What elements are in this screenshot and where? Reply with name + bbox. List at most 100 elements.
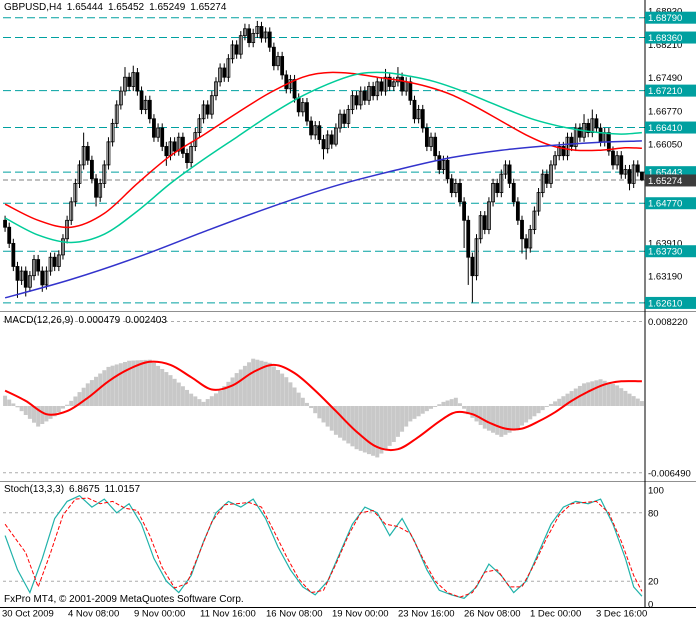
macd-bar xyxy=(366,406,371,455)
price-tick-label: 1.63910 xyxy=(648,238,682,249)
macd-bar xyxy=(15,406,20,408)
time-axis-label: 9 Nov 00:00 xyxy=(134,609,185,618)
price-level-badge-label: 1.66410 xyxy=(648,123,682,134)
macd-bar xyxy=(528,406,533,420)
ohlc-close: 1.65274 xyxy=(190,2,227,13)
time-axis-label: 19 Nov 00:00 xyxy=(332,609,389,618)
main-chart-region[interactable] xyxy=(0,0,645,311)
stoch-signal-line xyxy=(4,497,643,598)
time-axis-label: 23 Nov 16:00 xyxy=(398,609,455,618)
macd-bar xyxy=(557,398,562,406)
macd-bar xyxy=(532,406,537,417)
macd-bar xyxy=(309,406,314,409)
price-tick-label: 1.66050 xyxy=(648,140,682,151)
macd-bar xyxy=(11,403,16,406)
macd-bar xyxy=(40,406,45,424)
macd-bar xyxy=(193,396,198,406)
macd-bar xyxy=(565,393,570,406)
macd-bar xyxy=(89,380,94,406)
macd-bar xyxy=(85,383,90,406)
macd-bar xyxy=(416,406,421,417)
macd-bar xyxy=(441,401,446,406)
macd-bar xyxy=(292,387,297,406)
price-level-badge xyxy=(645,296,696,309)
macd-bar xyxy=(524,406,529,423)
macd-bar xyxy=(429,406,434,409)
macd-bar xyxy=(317,406,322,419)
macd-bar xyxy=(110,365,115,406)
price-tick-label: 1.68210 xyxy=(648,40,682,51)
macd-bar xyxy=(276,370,281,406)
stoch-panel-region[interactable] xyxy=(0,482,645,608)
macd-bar xyxy=(623,390,628,406)
macd-bar xyxy=(371,406,376,456)
macd-bar xyxy=(420,406,425,414)
macd-bar xyxy=(176,382,181,406)
price-level-badge-label: 1.64770 xyxy=(648,199,682,210)
copyright-text: FxPro MT4, © 2001-2009 MetaQuotes Softwa… xyxy=(4,594,244,605)
macd-bar xyxy=(462,406,467,409)
macd-bar xyxy=(205,399,210,406)
macd-panel-region[interactable] xyxy=(0,312,645,482)
macd-bar xyxy=(321,406,326,423)
ohlc-open: 1.65444 xyxy=(66,2,103,13)
macd-bar xyxy=(247,362,252,406)
symbol-period-label: GBPUSD,H4 xyxy=(4,2,62,13)
macd-bar xyxy=(615,385,620,406)
time-axis-label: 30 Oct 2009 xyxy=(2,609,54,618)
macd-bar xyxy=(375,406,380,458)
macd-bar xyxy=(222,386,227,406)
macd-signal-line xyxy=(4,360,642,452)
macd-bar xyxy=(499,406,504,437)
price-tick-label: 1.63190 xyxy=(648,272,682,283)
macd-bar xyxy=(226,381,231,406)
macd-bar xyxy=(404,406,409,427)
current-price-badge-label: 1.65274 xyxy=(648,176,682,187)
macd-bar xyxy=(491,406,496,433)
time-scale-region[interactable] xyxy=(0,608,696,618)
macd-bar xyxy=(594,380,599,406)
macd-bar xyxy=(457,403,462,406)
macd-bar xyxy=(507,406,512,433)
macd-bar xyxy=(139,360,144,406)
macd-bar xyxy=(73,396,78,406)
ohlc-high: 1.65452 xyxy=(107,2,145,13)
macd-bar xyxy=(338,406,343,438)
macd-bar xyxy=(619,388,624,406)
macd-bar xyxy=(333,406,338,435)
macd-bar xyxy=(131,360,136,406)
macd-bar xyxy=(267,362,272,406)
macd-bar xyxy=(27,406,32,419)
ma-fast-red xyxy=(4,71,642,229)
macd-bar xyxy=(209,396,214,406)
macd-bar xyxy=(400,406,405,432)
macd-bar xyxy=(453,397,458,406)
macd-bar xyxy=(395,406,400,437)
stoch-label: Stoch(13,3,3) xyxy=(4,484,65,495)
macd-bar xyxy=(635,398,640,406)
price-level-badge xyxy=(645,11,696,24)
current-price-badge xyxy=(645,174,696,187)
macd-bar xyxy=(197,399,202,406)
price-level-badge-label: 1.68790 xyxy=(648,13,682,24)
macd-bar xyxy=(284,377,289,406)
macd-bar xyxy=(520,406,525,426)
macd-bar xyxy=(602,380,607,406)
macd-bar xyxy=(313,406,318,414)
macd-value-signal: 0.002403 xyxy=(125,315,167,326)
macd-bar xyxy=(259,360,264,406)
macd-bar xyxy=(48,406,53,419)
macd-bar xyxy=(230,377,235,406)
macd-bar xyxy=(65,404,70,406)
price-level-badge xyxy=(645,121,696,134)
macd-bar xyxy=(77,392,82,406)
macd-bar xyxy=(304,402,309,406)
stoch-indicator-title: Stoch(13,3,3) 6.8675 11.0157 xyxy=(4,484,145,495)
macd-bar xyxy=(495,406,500,435)
price-level-badge-label: 1.62610 xyxy=(648,298,682,309)
price-scale-region[interactable] xyxy=(645,0,696,608)
macd-bar xyxy=(362,406,367,453)
macd-bar xyxy=(536,406,541,414)
